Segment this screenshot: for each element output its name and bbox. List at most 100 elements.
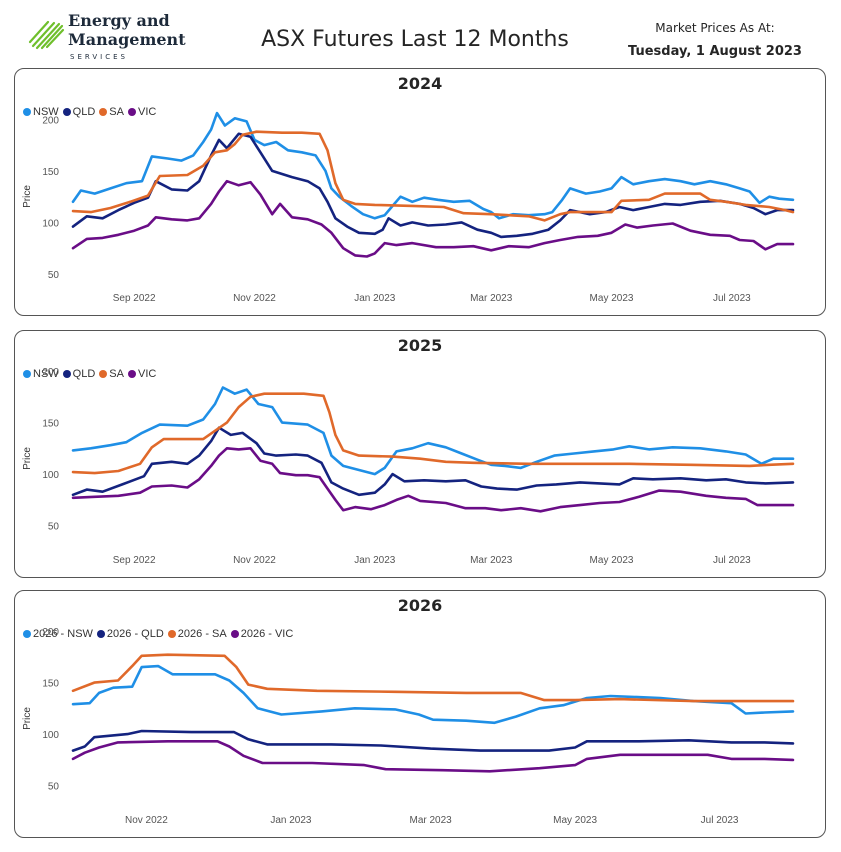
series-line-2026-qld [71, 729, 795, 752]
legend-label: 2026 - VIC [240, 628, 294, 640]
chart-panel-2026: 2026 2026 - NSW 2026 - QLD 2026 - SA 202… [14, 590, 826, 838]
x-tick-label: Nov 2022 [125, 815, 168, 826]
series-line-nsw [71, 111, 795, 220]
legend-item[interactable]: 2026 - QLD [96, 628, 164, 640]
logo-line-2: Management [68, 30, 186, 49]
legend-item[interactable]: NSW [23, 368, 59, 380]
y-tick-label: 100 [42, 730, 59, 741]
y-tick-label: 200 [42, 627, 59, 638]
legend-label: VIC [137, 106, 157, 118]
y-axis-label: Price [22, 185, 33, 208]
legend-label: 2026 - QLD [106, 628, 164, 640]
y-axis-label: Price [22, 447, 33, 470]
x-tick-label: Jul 2023 [701, 815, 739, 826]
x-tick-label: May 2023 [553, 815, 597, 826]
legend-item[interactable]: VIC [127, 106, 157, 118]
x-tick-label: Mar 2023 [470, 293, 513, 304]
y-tick-label: 100 [42, 470, 59, 481]
x-tick-label: Mar 2023 [410, 815, 453, 826]
legend-label: VIC [137, 368, 157, 380]
series-line-sa [71, 130, 795, 222]
legend-item[interactable]: QLD [62, 368, 96, 380]
chart-legend: NSW QLD SA VIC [23, 105, 160, 119]
series-line-qld [71, 132, 795, 239]
as-at-label: Market Prices As At: [655, 21, 775, 35]
chart-legend: 2026 - NSW 2026 - QLD 2026 - SA 2026 - V… [23, 627, 297, 641]
x-tick-label: Nov 2022 [233, 293, 276, 304]
legend-label: 2026 - NSW [33, 628, 93, 640]
x-tick-label: Mar 2023 [470, 555, 513, 566]
chart-title: 2026 [397, 596, 443, 615]
x-tick-label: Jul 2023 [713, 555, 751, 566]
page-title: ASX Futures Last 12 Months [261, 27, 569, 52]
legend-swatch [23, 630, 31, 638]
legend-label: NSW [33, 106, 59, 118]
chart-panel-2024: 2024 NSW QLD SA VIC 50 100 150 200 Sep 2022 N… [14, 68, 826, 316]
legend-swatch [23, 108, 31, 116]
x-tick-label: May 2023 [590, 555, 634, 566]
legend-item[interactable]: 2026 - SA [167, 628, 227, 640]
series-line-sa [71, 392, 795, 475]
series-line-2026-nsw [71, 664, 795, 725]
x-tick-label: May 2023 [590, 293, 634, 304]
y-tick-label: 150 [42, 679, 59, 690]
series-line-2026-vic [71, 740, 795, 773]
y-tick-label: 50 [48, 270, 60, 281]
legend-label: QLD [72, 368, 96, 380]
chart-title: 2025 [397, 336, 443, 355]
y-tick-label: 150 [42, 167, 59, 178]
series-line-nsw [71, 386, 795, 476]
legend-swatch [127, 108, 136, 116]
report-header: Energy and Management SERVICES ASX Futur… [0, 0, 841, 66]
legend-item[interactable]: 2026 - VIC [230, 628, 294, 640]
line-chart-2026: 50 100 150 200 Nov 2022 Jan 2023 Mar 2023 May 2… [22, 627, 795, 826]
legend-item[interactable]: VIC [127, 368, 157, 380]
legend-swatch [23, 370, 31, 378]
x-tick-label: Sep 2022 [113, 555, 156, 566]
y-tick-label: 200 [42, 367, 59, 378]
x-tick-label: Jan 2023 [354, 293, 396, 304]
as-at-date: Tuesday, 1 August 2023 [628, 44, 802, 59]
legend-item[interactable]: QLD [62, 106, 96, 118]
legend-swatch [99, 370, 108, 378]
legend-swatch [167, 630, 176, 638]
series-line-vic [71, 447, 795, 513]
leaf-stripes-icon [28, 20, 65, 50]
series-line-qld [71, 426, 795, 497]
chart-legend: NSW QLD SA VIC [23, 367, 160, 381]
x-tick-label: Jan 2023 [354, 555, 396, 566]
y-axis-label: Price [22, 707, 33, 730]
legend-swatch [96, 630, 105, 638]
chart-title: 2024 [397, 74, 443, 93]
legend-item[interactable]: NSW [23, 106, 59, 118]
company-logo: Energy and Management SERVICES [26, 10, 201, 66]
legend-label: 2026 - SA [177, 628, 227, 640]
logo-line-3: SERVICES [70, 53, 128, 61]
chart-panel-2025: 2025 NSW QLD SA VIC 50 100 150 200 Sep 2022 N… [14, 330, 826, 578]
legend-label: QLD [72, 106, 96, 118]
x-tick-label: Jul 2023 [713, 293, 751, 304]
legend-label: NSW [33, 368, 59, 380]
legend-swatch [127, 370, 136, 378]
legend-item[interactable]: SA [99, 106, 124, 118]
x-tick-label: Nov 2022 [233, 555, 276, 566]
y-tick-label: 50 [48, 522, 60, 533]
legend-swatch [99, 108, 108, 116]
series-line-2026-sa [71, 653, 795, 703]
legend-item[interactable]: 2026 - NSW [23, 628, 93, 640]
y-tick-label: 150 [42, 419, 59, 430]
y-tick-label: 100 [42, 218, 59, 229]
y-tick-label: 50 [48, 782, 60, 793]
logo-line-1: Energy and [68, 11, 170, 30]
legend-swatch [62, 108, 71, 116]
line-chart-2025: 50 100 150 200 Sep 2022 Nov 2022 Jan 2023 Mar 2… [22, 367, 795, 566]
legend-label: SA [109, 106, 124, 118]
legend-item[interactable]: SA [99, 368, 124, 380]
legend-label: SA [109, 368, 124, 380]
x-tick-label: Sep 2022 [113, 293, 156, 304]
line-chart-2024: 50 100 150 200 Sep 2022 Nov 2022 Jan 2023 Mar 2… [22, 111, 795, 304]
x-tick-label: Jan 2023 [270, 815, 312, 826]
series-line-vic [71, 179, 795, 258]
legend-swatch [62, 370, 71, 378]
y-tick-label: 200 [42, 115, 59, 126]
